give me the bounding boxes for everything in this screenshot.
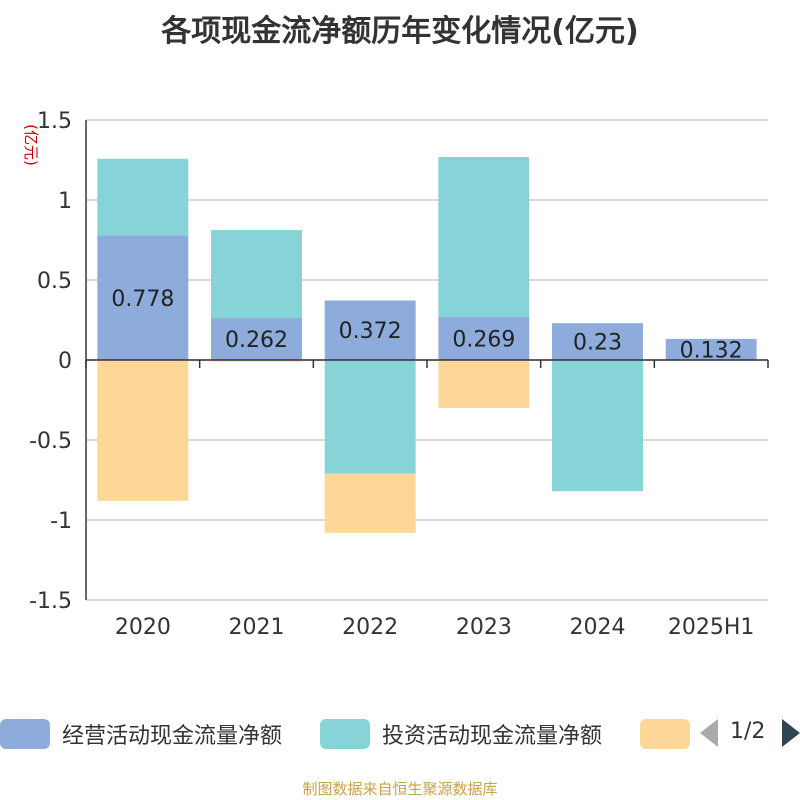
- legend-item-operating[interactable]: 经营活动现金流量净额: [0, 716, 282, 752]
- bar-series-0-2023[interactable]: [438, 316, 530, 360]
- bar-series-0-2020[interactable]: [97, 235, 189, 360]
- x-tick-label: 2024: [570, 615, 626, 640]
- bar-data-label: 0.269: [452, 327, 515, 352]
- legend-swatch-operating: [0, 719, 50, 749]
- legend-swatch-investing: [320, 719, 370, 749]
- bar-data-label: 0.132: [680, 338, 743, 363]
- bar-series-1-2020[interactable]: [97, 158, 189, 236]
- legend: 经营活动现金流量净额 投资活动现金流量净额: [0, 716, 800, 756]
- chart-plot: 1.5 1 0.5 0 -0.5 -1 -1.5 2020 2021 2022 2023 2024 20…: [22, 109, 769, 640]
- bar-series-1-2021[interactable]: [211, 230, 302, 319]
- legend-label-operating: 经营活动现金流量净额: [62, 724, 283, 749]
- bar-series-2-2021[interactable]: [211, 360, 302, 362]
- y-tick-label: -1: [50, 509, 72, 534]
- bar-series-2-2022[interactable]: [324, 473, 416, 533]
- bar-series-1-2024[interactable]: [552, 360, 643, 492]
- bar-series-0-2021[interactable]: [211, 318, 302, 360]
- y-tick-label: 0: [58, 349, 72, 374]
- data-source-note: 制图数据来自恒生聚源数据库: [302, 780, 498, 798]
- legend-item-third[interactable]: [640, 716, 702, 752]
- bar-series-0-2024[interactable]: [552, 323, 643, 360]
- legend-item-investing[interactable]: 投资活动现金流量净额: [320, 716, 602, 752]
- x-tick-label: 2025H1: [668, 615, 755, 640]
- x-tick-label: 2023: [456, 615, 512, 640]
- legend-next-page-icon[interactable]: [782, 719, 800, 747]
- y-tick-label: -1.5: [29, 589, 72, 614]
- y-axis-title: (亿元): [22, 124, 40, 166]
- x-tick-label: 2020: [115, 615, 171, 640]
- bar-data-label: 0.372: [339, 319, 402, 344]
- chart-title: 各项现金流净额历年变化情况(亿元): [161, 14, 639, 49]
- bar-data-label: 0.778: [111, 287, 174, 312]
- bar-data-label: 0.262: [225, 328, 288, 353]
- x-tick-label: 2021: [229, 615, 285, 640]
- bar-series-2-2020[interactable]: [97, 360, 189, 501]
- x-tick-label: 2022: [342, 615, 398, 640]
- y-tick-label: 1: [58, 189, 72, 214]
- y-tick-label: 1.5: [37, 109, 72, 134]
- bar-series-2-2023[interactable]: [438, 360, 530, 408]
- legend-swatch-third: [640, 719, 690, 749]
- y-tick-label: -0.5: [29, 429, 72, 454]
- legend-label-investing: 投资活动现金流量净额: [382, 724, 603, 749]
- bar-data-label: 0.23: [573, 331, 622, 356]
- bar-series-0-2025H1[interactable]: [665, 338, 757, 360]
- legend-page-indicator: 1/2: [730, 719, 766, 744]
- legend-prev-page-icon[interactable]: [700, 719, 718, 747]
- bar-series-1-2022[interactable]: [324, 360, 416, 474]
- bar-series-1-2023[interactable]: [438, 156, 530, 317]
- bar-series-0-2022[interactable]: [324, 300, 416, 360]
- y-tick-label: 0.5: [37, 269, 72, 294]
